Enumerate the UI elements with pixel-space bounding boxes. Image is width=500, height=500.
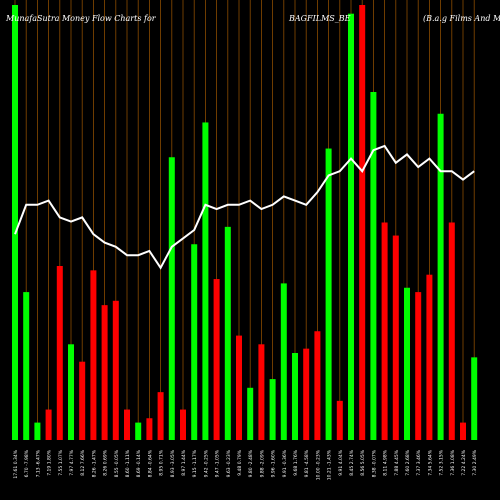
money-flow-bar xyxy=(146,418,153,440)
money-flow-bar xyxy=(180,409,186,440)
money-flow-bar xyxy=(56,266,63,440)
x-tick-label: 8.93 -3.05% xyxy=(170,449,176,477)
x-tick-label: 7.30 2.49% xyxy=(472,449,478,475)
x-tick-label: 8.55 -0.05% xyxy=(114,449,120,477)
x-tick-label: 7.37 3.46% xyxy=(416,449,422,475)
x-tick-label: 9.88 -2.09% xyxy=(259,449,265,477)
x-tick-label: 7.55 1.07% xyxy=(58,449,64,475)
line-series xyxy=(14,144,475,270)
money-flow-bar xyxy=(68,344,74,440)
money-flow-bar xyxy=(224,226,231,440)
x-tick-label: 10.21 -1.43% xyxy=(327,449,333,480)
x-tick-label: 8.97 1.44% xyxy=(181,449,187,475)
money-flow-bar xyxy=(381,222,388,440)
x-tick-label: 8.56 5.05% xyxy=(360,449,366,475)
money-flow-bar xyxy=(348,13,354,440)
x-tick-label: 9.63 -0.23% xyxy=(226,449,232,477)
money-flow-bar xyxy=(168,157,175,440)
chart-title-symbol: BAGFILMS_BE xyxy=(289,14,351,23)
x-tick-label: 8.12 7.66% xyxy=(80,449,86,475)
x-tick-label: 9.80 -2.48% xyxy=(248,449,254,477)
x-tick-label: 6.70 -7.98% xyxy=(24,449,30,477)
money-flow-bar xyxy=(460,422,466,440)
money-flow-bar xyxy=(269,379,276,440)
money-flow-bar xyxy=(404,287,410,440)
x-tick-label: 9.91 4.04% xyxy=(338,449,344,475)
money-flow-bar xyxy=(426,274,433,440)
money-flow-bar xyxy=(202,122,209,440)
money-flow-bar xyxy=(292,353,298,440)
x-tick-label: 8.26 -1.47% xyxy=(91,449,97,477)
x-tick-label: 9.47 -1.05% xyxy=(215,449,221,477)
money-flow-bar xyxy=(124,409,130,440)
x-tick-label: 9.81 -4.58% xyxy=(304,449,310,477)
money-flow-bar xyxy=(370,92,377,440)
money-flow-bar xyxy=(392,235,399,440)
money-flow-bar xyxy=(23,292,30,440)
chart-title-left: MunafaSutra Money Flow Charts for xyxy=(6,14,156,23)
bar-series xyxy=(12,5,478,441)
money-flow-bar xyxy=(213,279,220,440)
x-tick-label: 8.38 -0.07% xyxy=(371,449,377,477)
x-tick-label: 7.52 3.15% xyxy=(439,449,445,475)
money-flow-bar xyxy=(280,283,287,440)
x-tick-label: 9.48 0.79% xyxy=(237,449,243,475)
x-tick-label: 8.69 -0.14% xyxy=(136,449,142,477)
money-flow-bar xyxy=(90,270,97,440)
x-tick-label: 7.88 4.45% xyxy=(394,449,400,475)
x-tick-label: 8.11 4.98% xyxy=(383,449,389,475)
money-flow-bar xyxy=(157,392,164,440)
money-flow-bar xyxy=(359,5,366,440)
x-tick-label: 9.15 -1.17% xyxy=(192,449,198,477)
x-tick-label: 7.22 4.24% xyxy=(461,449,467,475)
x-tick-label: 8.60 -1.11% xyxy=(125,449,131,477)
money-flow-bar xyxy=(448,222,455,440)
x-tick-label: 9.91 -0.36% xyxy=(282,449,288,477)
money-flow-bar xyxy=(303,348,310,440)
x-tick-label: 17.61 0.34% xyxy=(13,449,19,478)
x-tick-label: 9.42 -0.25% xyxy=(203,449,209,477)
x-tick-label: 9.96 -1.60% xyxy=(271,449,277,477)
money-flow-bar xyxy=(437,113,444,440)
x-tick-label: 8.84 -0.64% xyxy=(147,449,153,477)
x-tick-label: 7.13 -6.47% xyxy=(35,449,41,477)
money-flow-bar xyxy=(34,422,41,440)
money-flow-bar xyxy=(336,400,343,440)
x-tick-label: 7.97 4.77% xyxy=(69,449,75,475)
chart-title-company: (B.a.g Films And Med xyxy=(423,14,500,23)
money-flow-bar xyxy=(314,331,321,440)
x-tick-label: 9.68 1.76% xyxy=(293,449,299,475)
money-flow-bar xyxy=(258,344,265,440)
x-tick-label: 8.95 0.71% xyxy=(159,449,165,475)
x-tick-label: 10.00 -0.23% xyxy=(315,449,321,480)
money-flow-bar xyxy=(236,335,242,440)
x-tick-labels: 17.61 0.34% 6.70 -7.98% 7.13 -6.47% 7.19 1.… xyxy=(13,449,478,480)
money-flow-bar xyxy=(191,244,198,440)
money-flow-bar xyxy=(135,422,142,440)
money-flow-bar xyxy=(12,5,18,440)
money-flow-bar xyxy=(101,305,108,440)
money-flow-bar xyxy=(415,292,422,440)
x-tick-label: 7.36 1.08% xyxy=(450,449,456,475)
x-tick-label: 8.26 0.69% xyxy=(103,449,109,475)
money-flow-line xyxy=(14,144,475,270)
x-tick-label: 7.34 5.64% xyxy=(427,449,433,475)
money-flow-bar xyxy=(247,387,254,440)
x-tick-label: 8.45 2.74% xyxy=(349,449,355,475)
x-tick-label: 7.60 2.68% xyxy=(405,449,411,475)
money-flow-bar xyxy=(325,148,332,441)
money-flow-bar xyxy=(45,409,52,440)
money-flow-bar xyxy=(79,361,86,440)
x-tick-label: 7.19 1.80% xyxy=(47,449,53,475)
money-flow-bar xyxy=(471,357,478,440)
money-flow-bar xyxy=(112,300,119,440)
